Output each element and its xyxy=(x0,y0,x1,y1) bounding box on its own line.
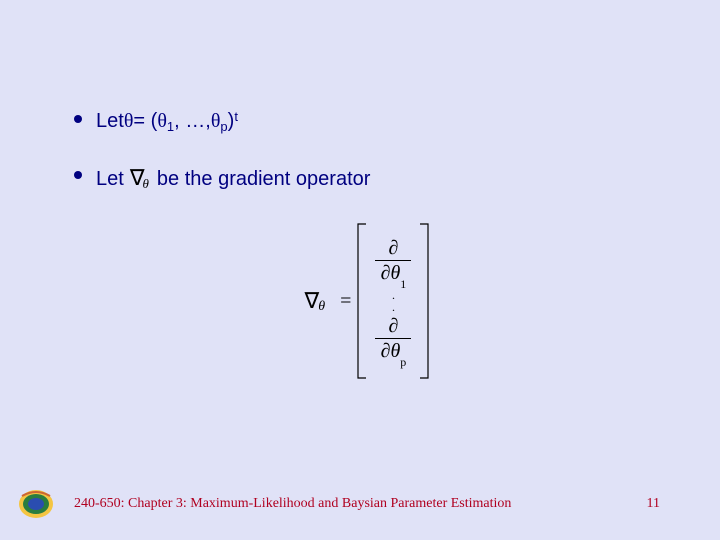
sup-t: t xyxy=(234,109,238,124)
rest-text: be the gradient operator xyxy=(157,168,371,191)
equals-sign: = xyxy=(340,290,351,313)
num-partial-p: ∂ xyxy=(384,316,402,336)
nabla-theta-inline: ∇θ xyxy=(130,165,151,191)
theta-sym: θ xyxy=(124,110,134,133)
ellipsis: , …, xyxy=(174,110,211,133)
bullet-2-text: Let ∇θ be the gradient operator xyxy=(96,165,370,191)
close-paren: ) xyxy=(228,110,235,133)
page-number: 11 xyxy=(647,496,660,512)
nabla-icon: ∇ xyxy=(305,288,320,314)
theta-1: θ xyxy=(157,110,167,133)
gradient-matrix-definition: ∇θ = ∂ ∂θ1 . . ∂ ∂θp xyxy=(74,223,660,379)
theta-p: θ xyxy=(211,110,221,133)
bullet-dot-icon xyxy=(74,115,82,123)
partial-d-theta-p: ∂ ∂θp xyxy=(375,316,411,364)
vdots-2: . xyxy=(392,304,395,310)
right-bracket-icon xyxy=(419,223,429,379)
sub-1: 1 xyxy=(167,119,174,134)
left-bracket-icon xyxy=(357,223,367,379)
footer-text: 240-650: Chapter 3: Maximum-Likelihood a… xyxy=(74,496,647,512)
num-partial: ∂ xyxy=(384,238,402,258)
den-1: ∂θ1 xyxy=(377,263,411,286)
den-p: ∂θp xyxy=(377,341,411,364)
let-word: Let xyxy=(96,110,124,133)
sub-theta: θ xyxy=(318,299,325,315)
sub-p: p xyxy=(220,119,227,134)
bullet-1-text: Let θ = ( θ1 , …, θp )t xyxy=(96,110,238,133)
vdots-1: . xyxy=(392,292,395,298)
bullet-1: Let θ = ( θ1 , …, θp )t xyxy=(74,110,660,133)
frac-bar xyxy=(375,260,411,261)
bullet-2: Let ∇θ be the gradient operator xyxy=(74,165,660,191)
let-word-2: Let xyxy=(96,168,124,191)
matrix-column: ∂ ∂θ1 . . ∂ ∂θp xyxy=(367,232,419,370)
sub-theta: θ xyxy=(143,176,149,192)
bullet-dot-icon xyxy=(74,171,82,179)
lhs-nabla-theta: ∇θ xyxy=(305,288,327,314)
eq-open: = ( xyxy=(133,110,157,133)
partial-d-theta-1: ∂ ∂θ1 xyxy=(375,238,411,286)
slide-footer: 240-650: Chapter 3: Maximum-Likelihood a… xyxy=(0,486,720,522)
frac-bar xyxy=(375,338,411,339)
logo-icon xyxy=(16,486,56,522)
